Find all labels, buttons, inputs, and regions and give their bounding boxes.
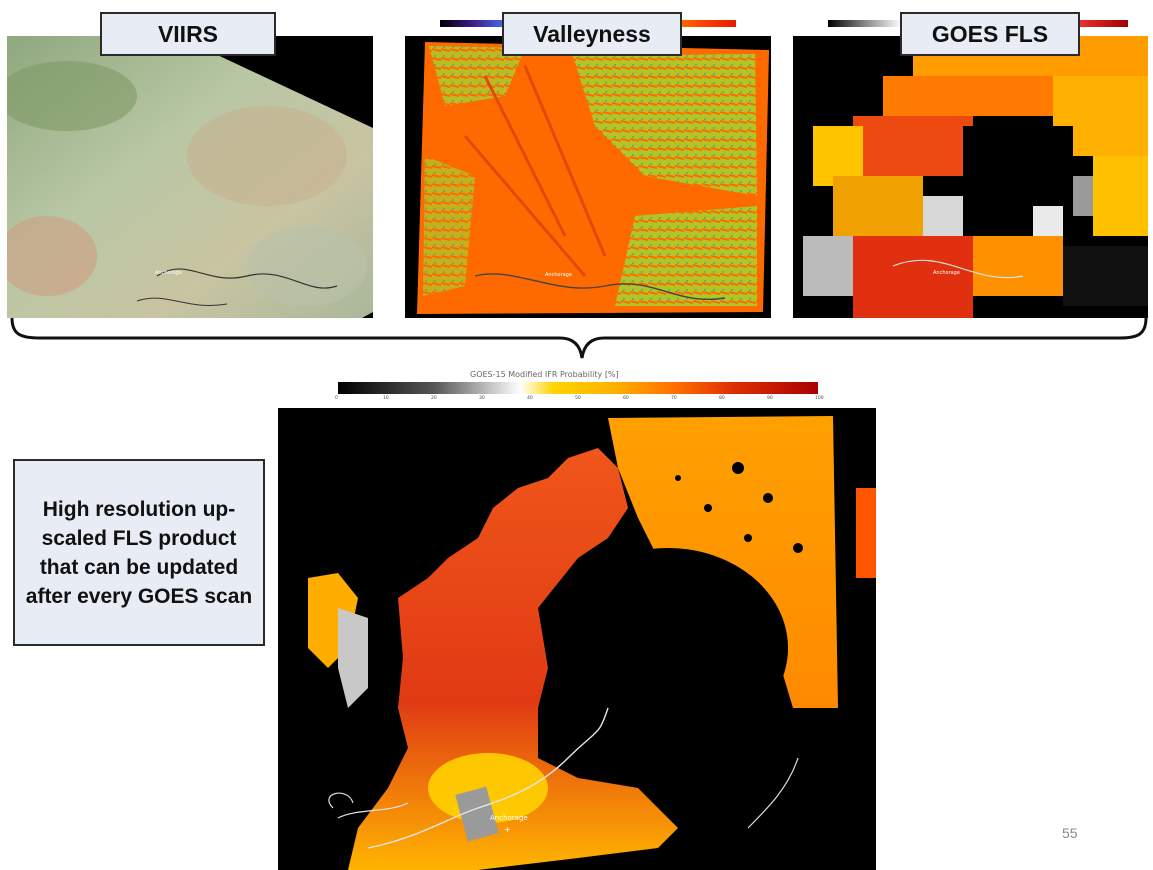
viirs-label: VIIRS: [100, 12, 276, 56]
colorbar-tick-label: 50: [575, 396, 581, 401]
colorbar-tick-label: 90: [767, 396, 773, 401]
valleyness-colorbar-left: [440, 20, 506, 27]
valleyness-image: Anchorage: [405, 36, 771, 318]
colorbar-tick-label: 60: [623, 396, 629, 401]
svg-text:+: +: [504, 825, 511, 834]
goes-fls-label: GOES FLS: [900, 12, 1080, 56]
colorbar-tick-label: 100: [815, 396, 824, 401]
valleyness-label: Valleyness: [502, 12, 682, 56]
valleyness-colorbar-right: [658, 20, 736, 27]
colorbar-tick-label: 70: [671, 396, 677, 401]
description-box: High resolution up-scaled FLS product th…: [13, 459, 265, 646]
upscaled-fls-map: Anchorage +: [278, 408, 876, 870]
valleyness-city-label: Anchorage: [545, 272, 572, 278]
goes-fls-image: Anchorage: [793, 36, 1148, 318]
colorbar-tick-label: 20: [431, 396, 437, 401]
colorbar-tick-label: 10: [383, 396, 389, 401]
goes-city-label: Anchorage: [933, 270, 960, 276]
map-city-label: Anchorage: [490, 814, 528, 822]
grouping-bracket: [10, 318, 1148, 359]
slide-number: 55: [1062, 825, 1078, 841]
goes-colorbar-left: [828, 20, 902, 27]
colorbar-tick-label: 30: [479, 396, 485, 401]
colorbar-tick-label: 80: [719, 396, 725, 401]
colorbar-tick-label: 40: [527, 396, 533, 401]
viirs-image: Anchorage: [7, 36, 373, 318]
colorbar-tick-label: 0: [335, 396, 338, 401]
viirs-city-label: Anchorage: [155, 270, 182, 276]
goes-colorbar-right: [1078, 20, 1128, 27]
colorbar-title: GOES-15 Modified IFR Probability [%]: [470, 370, 619, 379]
main-colorbar: [338, 382, 818, 394]
